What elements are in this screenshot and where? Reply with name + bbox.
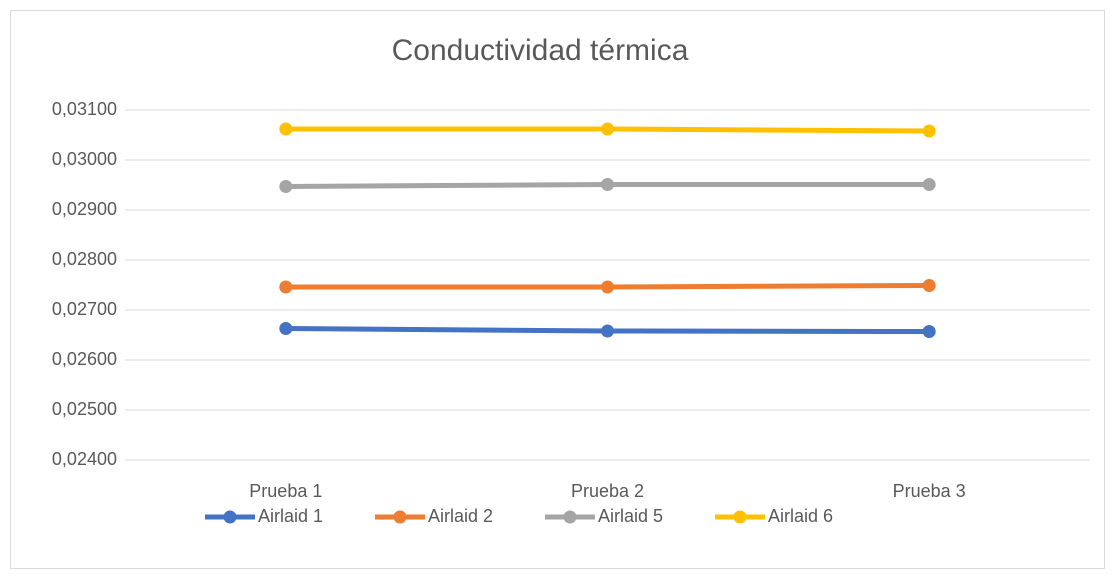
- series-point: [922, 325, 936, 338]
- legend-marker: [563, 510, 577, 524]
- series-point: [279, 122, 293, 136]
- series-point: [601, 280, 614, 294]
- y-tick-label: 0,02700: [52, 299, 117, 319]
- legend-label: Airlaid 1: [258, 506, 323, 526]
- series-point: [279, 180, 293, 193]
- series-point: [279, 322, 293, 335]
- series-point: [279, 280, 293, 294]
- y-tick-label: 0,02500: [52, 399, 117, 419]
- legend-label: Airlaid 6: [768, 506, 833, 526]
- series-point: [922, 279, 936, 292]
- legend-marker: [733, 510, 747, 524]
- x-tick-label: Prueba 3: [893, 481, 966, 501]
- y-tick-label: 0,02900: [52, 199, 117, 219]
- y-tick-label: 0,02800: [52, 249, 117, 269]
- y-tick-label: 0,02600: [52, 349, 117, 369]
- legend-label: Airlaid 5: [598, 506, 663, 526]
- legend-marker: [393, 510, 407, 524]
- series-point: [601, 324, 614, 338]
- x-tick-label: Prueba 2: [571, 481, 644, 501]
- legend-marker: [223, 510, 237, 524]
- series-point: [922, 178, 936, 191]
- x-tick-label: Prueba 1: [249, 481, 322, 501]
- series-point: [601, 178, 614, 191]
- series-point: [922, 124, 936, 138]
- y-tick-label: 0,03100: [52, 99, 117, 119]
- series-point: [601, 122, 614, 136]
- y-tick-label: 0,03000: [52, 149, 117, 169]
- y-tick-label: 0,02400: [52, 449, 117, 469]
- chart-title: Conductividad térmica: [392, 34, 689, 67]
- legend-label: Airlaid 2: [428, 506, 493, 526]
